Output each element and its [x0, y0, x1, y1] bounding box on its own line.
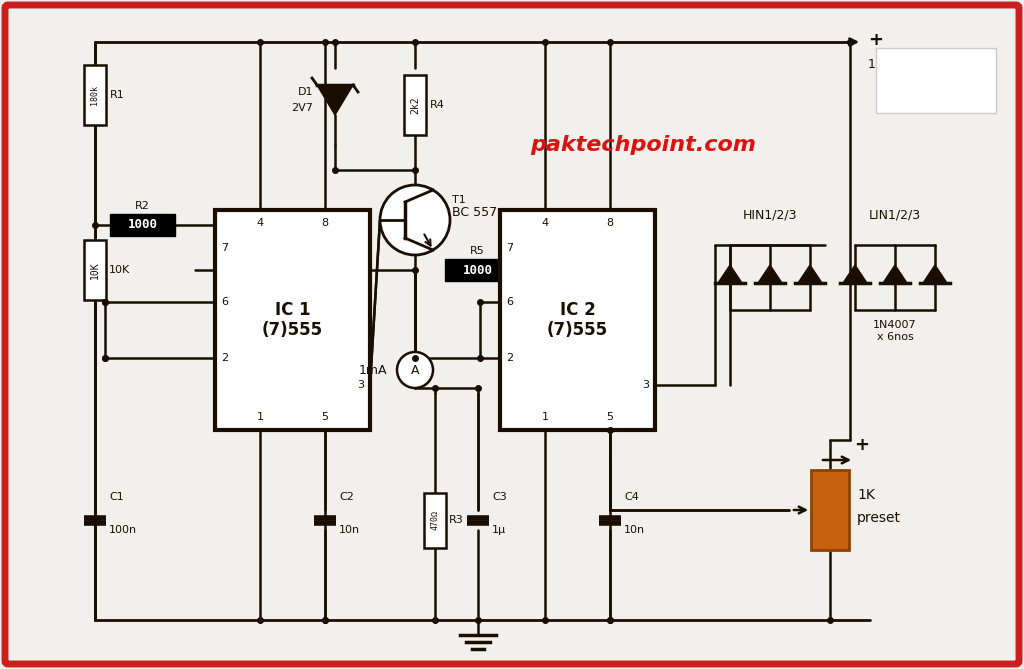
Text: 10K: 10K [109, 265, 130, 275]
Text: 4: 4 [542, 218, 549, 228]
Text: preset: preset [857, 511, 901, 525]
Text: +: + [854, 436, 869, 454]
Text: 8: 8 [606, 218, 613, 228]
Text: LIN1/2/3: LIN1/2/3 [869, 209, 921, 222]
Text: 3: 3 [357, 380, 364, 390]
Text: 6: 6 [221, 297, 228, 307]
Polygon shape [843, 265, 867, 283]
Text: R4: R4 [430, 100, 444, 110]
Text: 1000: 1000 [128, 219, 158, 231]
Text: 10K: 10K [90, 261, 100, 279]
Text: 10n: 10n [339, 525, 360, 535]
Text: IC 2
(7)555: IC 2 (7)555 [547, 300, 608, 339]
Text: 180k: 180k [90, 85, 99, 105]
Polygon shape [758, 265, 782, 283]
Text: +: + [868, 31, 883, 49]
Text: HIN1/2/3: HIN1/2/3 [742, 209, 798, 222]
Text: T1: T1 [452, 195, 466, 205]
Text: 6: 6 [506, 297, 513, 307]
Bar [876, 48, 996, 113]
Text: 7: 7 [506, 243, 513, 253]
Text: IC 1
(7)555: IC 1 (7)555 [262, 300, 323, 339]
Text: 4: 4 [256, 218, 263, 228]
Circle shape [397, 352, 433, 388]
Text: R3: R3 [449, 515, 464, 525]
Text: 1N4007
x 6nos: 1N4007 x 6nos [873, 320, 916, 342]
Text: 1μ: 1μ [492, 525, 506, 535]
Text: R1: R1 [110, 90, 125, 100]
Text: 10n: 10n [624, 525, 645, 535]
Text: 1K: 1K [857, 488, 874, 502]
Text: 100n: 100n [109, 525, 137, 535]
Text: R2: R2 [135, 201, 150, 211]
Text: R5: R5 [470, 246, 485, 256]
Text: 470Ω: 470Ω [430, 510, 439, 530]
Polygon shape [798, 265, 822, 283]
Text: paktechpoint.com: paktechpoint.com [530, 135, 756, 155]
Text: 2V7: 2V7 [291, 103, 313, 113]
Polygon shape [923, 265, 947, 283]
Bar [110, 214, 175, 236]
Text: A: A [411, 363, 419, 377]
Bar [84, 65, 106, 125]
Text: C4: C4 [624, 492, 639, 502]
Text: 1000: 1000 [463, 264, 493, 276]
Polygon shape [317, 85, 353, 115]
Text: 1: 1 [542, 412, 549, 422]
Text: C2: C2 [339, 492, 354, 502]
Bar [84, 240, 106, 300]
Polygon shape [883, 265, 907, 283]
Text: 3: 3 [642, 380, 649, 390]
Polygon shape [718, 265, 742, 283]
Bar [404, 75, 426, 135]
Text: C3: C3 [492, 492, 507, 502]
Bar [811, 470, 849, 550]
Text: 12V DC: 12V DC [868, 58, 914, 71]
Text: 8: 8 [322, 218, 329, 228]
Text: C1: C1 [109, 492, 124, 502]
Text: 5: 5 [322, 412, 329, 422]
Text: 1mA: 1mA [358, 363, 387, 377]
Text: 5: 5 [606, 412, 613, 422]
Bar [424, 492, 446, 547]
Text: 2k2: 2k2 [410, 96, 420, 114]
Text: 7: 7 [221, 243, 228, 253]
Bar [445, 259, 510, 281]
Text: BC 557: BC 557 [452, 205, 497, 219]
Bar [215, 210, 370, 430]
Text: D1: D1 [298, 87, 313, 97]
Bar [500, 210, 655, 430]
Text: 2: 2 [506, 353, 513, 363]
Text: 2: 2 [221, 353, 228, 363]
FancyBboxPatch shape [5, 5, 1019, 664]
Text: 1: 1 [256, 412, 263, 422]
Circle shape [380, 185, 450, 255]
